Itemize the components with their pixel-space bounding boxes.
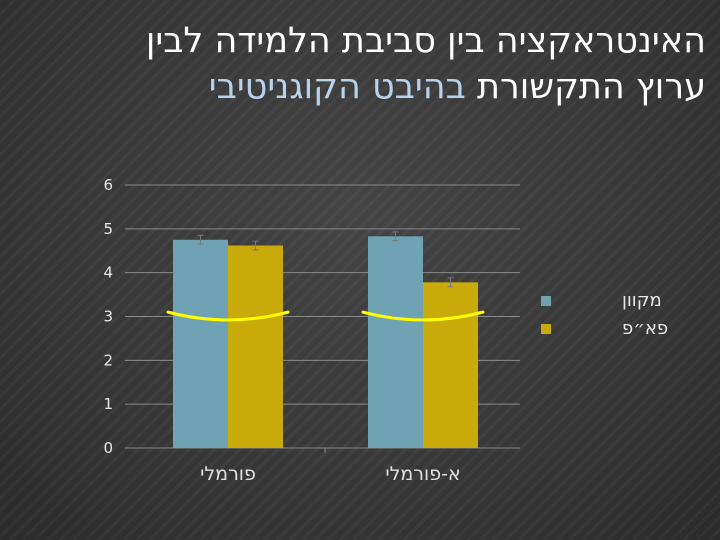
x-category-label: פורמלי bbox=[200, 463, 256, 485]
bar bbox=[423, 282, 478, 448]
title-line-2-accent: בהיבט הקוגניטיבי bbox=[208, 67, 466, 107]
error-bar bbox=[447, 277, 454, 288]
error-bar bbox=[252, 240, 259, 251]
y-tick-label: 1 bbox=[103, 395, 113, 413]
error-bar bbox=[392, 231, 399, 242]
y-tick-label: 5 bbox=[103, 220, 113, 238]
y-tick-label: 3 bbox=[103, 308, 113, 326]
legend-swatch bbox=[541, 296, 551, 306]
legend-swatch bbox=[541, 324, 551, 334]
bar bbox=[368, 236, 423, 448]
bar bbox=[173, 239, 228, 448]
title-line-1: האינטראקציה בין סביבת הלמידה לבין bbox=[145, 21, 706, 61]
y-tick-label: 2 bbox=[103, 351, 113, 369]
legend-label: מקוון bbox=[622, 290, 662, 311]
annotation-curve bbox=[166, 310, 290, 322]
annotation-curves bbox=[166, 310, 485, 322]
legend: מקוון פא״פ bbox=[541, 290, 668, 339]
y-tick-label: 0 bbox=[103, 439, 113, 457]
error-bar bbox=[197, 234, 204, 245]
error-bars bbox=[197, 231, 454, 288]
title-line-2-part-1: ערוץ התקשורת bbox=[465, 67, 706, 107]
title-line-2: ערוץ התקשורת בהיבט הקוגניטיבי bbox=[6, 64, 706, 110]
y-tick-label: 6 bbox=[103, 176, 113, 194]
bar bbox=[228, 245, 283, 448]
y-tick-labels: 0 1 2 3 4 5 6 bbox=[103, 176, 113, 457]
legend-label: פא״פ bbox=[622, 318, 668, 339]
bars bbox=[173, 236, 478, 448]
x-category-label: א-פורמלי bbox=[385, 463, 460, 485]
slide-title: האינטראקציה בין סביבת הלמידה לבין ערוץ ה… bbox=[6, 18, 706, 110]
y-tick-label: 4 bbox=[103, 264, 113, 282]
x-category-labels: פורמלי א-פורמלי bbox=[200, 463, 461, 485]
annotation-curve bbox=[361, 310, 485, 322]
